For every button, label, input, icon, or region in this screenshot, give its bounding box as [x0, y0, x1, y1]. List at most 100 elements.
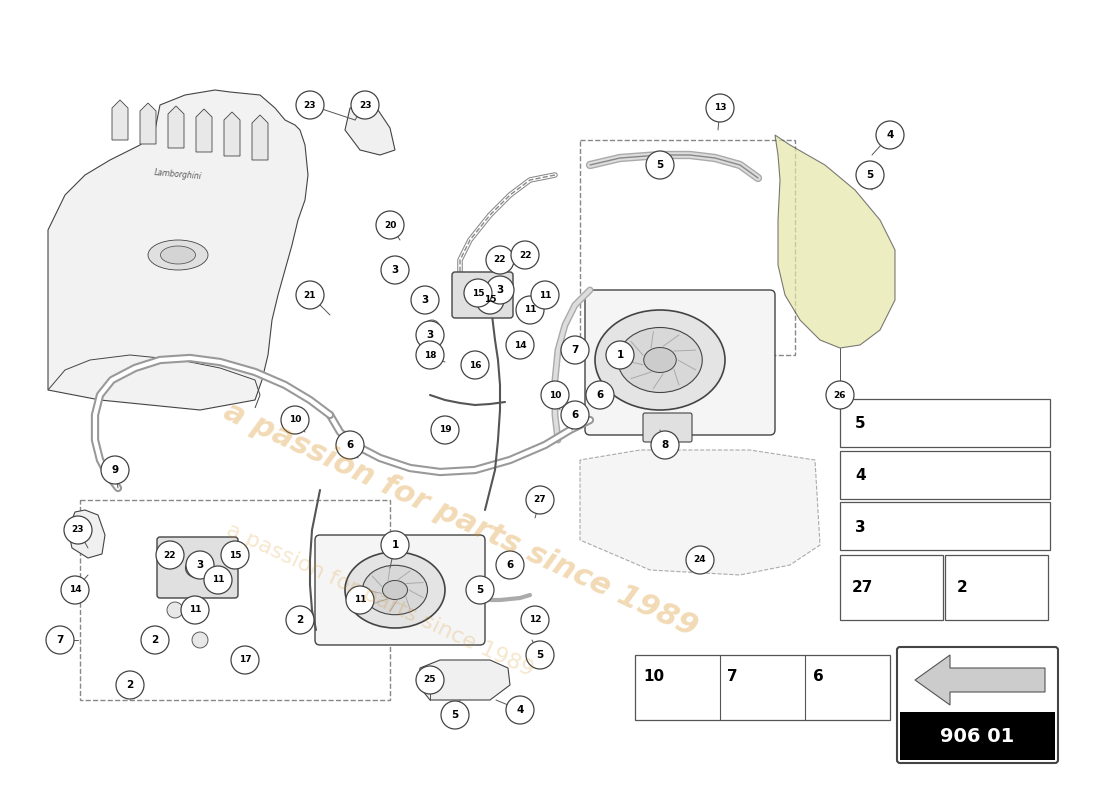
Circle shape — [646, 151, 674, 179]
Text: 12: 12 — [529, 615, 541, 625]
Ellipse shape — [471, 285, 495, 305]
Circle shape — [64, 516, 92, 544]
Circle shape — [561, 401, 588, 429]
Text: 3: 3 — [197, 560, 204, 570]
Circle shape — [101, 456, 129, 484]
Text: 5: 5 — [657, 160, 663, 170]
Text: 4: 4 — [855, 469, 866, 483]
Circle shape — [236, 650, 253, 666]
Circle shape — [60, 576, 89, 604]
Text: 27: 27 — [852, 579, 873, 594]
Circle shape — [411, 286, 439, 314]
Circle shape — [441, 701, 469, 729]
Circle shape — [856, 161, 884, 189]
Polygon shape — [68, 510, 104, 558]
Circle shape — [651, 431, 679, 459]
Circle shape — [192, 632, 208, 648]
Text: 22: 22 — [519, 250, 531, 259]
Polygon shape — [418, 660, 510, 700]
Circle shape — [204, 566, 232, 594]
Text: 3: 3 — [496, 285, 504, 295]
Text: 1: 1 — [616, 350, 624, 360]
Text: 14: 14 — [514, 341, 526, 350]
Text: 5: 5 — [867, 170, 873, 180]
Circle shape — [336, 431, 364, 459]
Ellipse shape — [595, 310, 725, 410]
Ellipse shape — [148, 240, 208, 270]
Text: 4: 4 — [516, 705, 524, 715]
Text: 19: 19 — [439, 426, 451, 434]
Circle shape — [461, 351, 490, 379]
FancyBboxPatch shape — [900, 712, 1055, 760]
Text: 3: 3 — [421, 295, 429, 305]
Text: 7: 7 — [571, 345, 579, 355]
Circle shape — [416, 341, 444, 369]
Text: 6: 6 — [596, 390, 604, 400]
Text: 2: 2 — [152, 635, 158, 645]
Text: 6: 6 — [813, 669, 824, 684]
Circle shape — [416, 666, 444, 694]
Circle shape — [416, 321, 444, 349]
Circle shape — [296, 281, 324, 309]
Circle shape — [526, 641, 554, 669]
Polygon shape — [252, 115, 268, 160]
Text: 22: 22 — [494, 255, 506, 265]
Circle shape — [280, 406, 309, 434]
Circle shape — [876, 121, 904, 149]
Text: 23: 23 — [304, 101, 317, 110]
Text: 23: 23 — [72, 526, 85, 534]
Circle shape — [586, 381, 614, 409]
Text: 5: 5 — [476, 585, 484, 595]
Text: 1: 1 — [392, 540, 398, 550]
Polygon shape — [112, 100, 128, 140]
Circle shape — [496, 551, 524, 579]
Text: 10: 10 — [289, 415, 301, 425]
Text: 2: 2 — [296, 615, 304, 625]
Text: 3: 3 — [427, 330, 433, 340]
Text: 22: 22 — [164, 550, 176, 559]
Text: 2: 2 — [957, 579, 968, 594]
Polygon shape — [140, 103, 156, 144]
FancyBboxPatch shape — [635, 655, 890, 720]
Circle shape — [516, 296, 544, 324]
FancyBboxPatch shape — [644, 413, 692, 442]
Text: 7: 7 — [56, 635, 64, 645]
FancyBboxPatch shape — [585, 290, 776, 435]
Text: 17: 17 — [239, 655, 251, 665]
Circle shape — [182, 596, 209, 624]
Circle shape — [424, 347, 440, 363]
Text: 24: 24 — [694, 555, 706, 565]
Circle shape — [231, 646, 258, 674]
Circle shape — [116, 671, 144, 699]
Ellipse shape — [345, 552, 446, 628]
Text: 2: 2 — [126, 680, 133, 690]
Text: 21: 21 — [304, 290, 317, 299]
Circle shape — [384, 262, 400, 278]
Text: 6: 6 — [506, 560, 514, 570]
Text: 11: 11 — [189, 606, 201, 614]
Circle shape — [46, 626, 74, 654]
Circle shape — [221, 541, 249, 569]
Circle shape — [296, 91, 324, 119]
Polygon shape — [580, 450, 820, 575]
Polygon shape — [776, 135, 895, 348]
Circle shape — [464, 279, 492, 307]
Text: Lamborghini: Lamborghini — [154, 169, 202, 182]
FancyBboxPatch shape — [840, 555, 943, 620]
Circle shape — [476, 286, 504, 314]
Circle shape — [526, 486, 554, 514]
Circle shape — [486, 246, 514, 274]
Text: 20: 20 — [384, 221, 396, 230]
Circle shape — [186, 551, 214, 579]
Circle shape — [512, 241, 539, 269]
Ellipse shape — [618, 327, 702, 393]
Text: 906 01: 906 01 — [940, 726, 1014, 746]
Text: 13: 13 — [714, 103, 726, 113]
Circle shape — [381, 256, 409, 284]
FancyBboxPatch shape — [896, 647, 1058, 763]
FancyBboxPatch shape — [840, 399, 1050, 447]
Circle shape — [606, 341, 634, 369]
Text: a passion for parts since 1989: a passion for parts since 1989 — [223, 520, 537, 680]
FancyBboxPatch shape — [840, 502, 1050, 550]
FancyBboxPatch shape — [157, 537, 238, 598]
